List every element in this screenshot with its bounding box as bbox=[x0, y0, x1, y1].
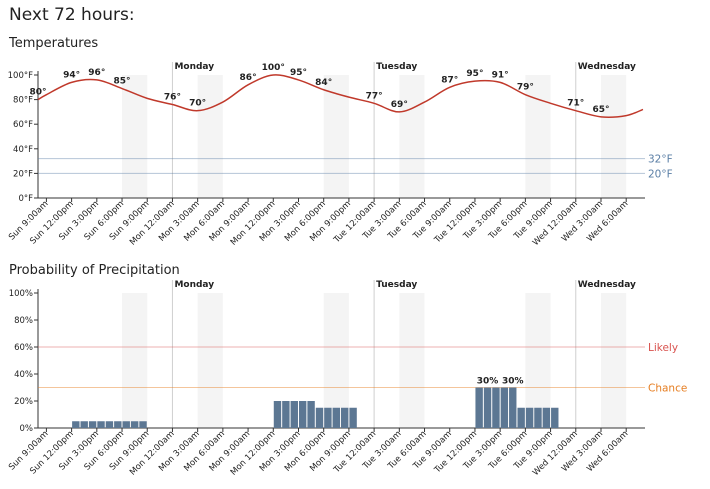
temperature-point-label: 100° bbox=[262, 63, 285, 73]
precipitation-bar bbox=[483, 387, 492, 428]
temperature-point-label: 65° bbox=[592, 105, 609, 115]
precipitation-bar bbox=[324, 407, 332, 428]
temperature-point-label: 85° bbox=[114, 77, 131, 87]
temp-reference-label: 32°F bbox=[648, 154, 673, 166]
precip-y-tick-label: 40% bbox=[14, 370, 33, 380]
temperature-point-label: 87° bbox=[441, 75, 458, 85]
temperature-point-label: 79° bbox=[517, 83, 534, 93]
precipitation-bar bbox=[332, 407, 340, 428]
temperature-point-label: 77° bbox=[366, 91, 383, 101]
precipitation-bar bbox=[97, 421, 105, 428]
precipitation-value-label: 30% bbox=[477, 377, 499, 387]
precip-shade-band bbox=[323, 293, 349, 428]
temperature-point-label: 95° bbox=[466, 69, 483, 79]
precipitation-bar bbox=[475, 387, 483, 428]
precipitation-bar bbox=[105, 421, 114, 428]
precip-y-tick-label: 20% bbox=[14, 397, 33, 407]
precipitation-bar bbox=[315, 407, 324, 428]
temp-y-tick-label: 20°F bbox=[13, 169, 33, 179]
temperature-point-label: 80° bbox=[29, 88, 46, 98]
precip-shade-band bbox=[600, 293, 627, 428]
precip-y-tick-label: 60% bbox=[14, 343, 33, 353]
temp-shade-band bbox=[122, 75, 148, 198]
temperature-point-label: 70° bbox=[189, 99, 206, 109]
temperature-point-label: 86° bbox=[240, 73, 257, 83]
precipitation-bar bbox=[341, 407, 349, 428]
precipitation-bar bbox=[525, 407, 534, 428]
temperature-point-label: 84° bbox=[315, 78, 332, 88]
precipitation-bar bbox=[500, 387, 509, 428]
precipitation-bar bbox=[534, 407, 542, 428]
temperature-chart-title: Temperatures bbox=[9, 36, 99, 51]
precipitation-bar bbox=[282, 401, 290, 428]
temp-day-label: Monday bbox=[174, 62, 214, 72]
page-title: Next 72 hours: bbox=[9, 5, 135, 25]
temp-shade-band bbox=[600, 75, 627, 198]
precipitation-bar bbox=[492, 387, 500, 428]
precipitation-bar bbox=[298, 401, 307, 428]
temp-reference-label: 20°F bbox=[648, 168, 673, 180]
precipitation-chart: Monday Tuesday Wednesday 0% 20% 40% 60% 80% 100%… bbox=[7, 280, 687, 478]
precip-y-tick-label: 80% bbox=[14, 316, 33, 326]
precip-reference-label: Chance bbox=[648, 383, 687, 395]
precip-y-tick-label: 100% bbox=[9, 289, 33, 299]
precipitation-bar bbox=[80, 421, 88, 428]
temperature-point-label: 71° bbox=[567, 99, 584, 109]
precip-day-label: Wednesday bbox=[578, 280, 636, 290]
temperature-chart: Monday Tuesday Wednesday 0°F 20°F 40°F 60°F 80°… bbox=[7, 62, 673, 248]
precipitation-chart-title: Probability of Precipitation bbox=[9, 263, 180, 278]
precipitation-bar bbox=[551, 407, 559, 428]
precip-day-label: Monday bbox=[174, 280, 214, 290]
precipitation-value-label: 30% bbox=[502, 377, 524, 387]
precipitation-bar bbox=[517, 407, 525, 428]
temp-shade-band bbox=[197, 75, 223, 198]
precipitation-bar bbox=[307, 401, 315, 428]
precip-shade-band bbox=[525, 293, 551, 428]
precip-shade-band bbox=[399, 293, 425, 428]
temperature-point-label: 94° bbox=[63, 70, 80, 80]
temperature-point-label: 91° bbox=[492, 70, 509, 80]
precipitation-bar bbox=[122, 421, 130, 428]
temperature-line bbox=[37, 74, 644, 118]
precipitation-bar bbox=[139, 421, 147, 428]
precipitation-bar bbox=[273, 401, 282, 428]
temp-y-tick-label: 40°F bbox=[13, 145, 33, 155]
temp-y-tick-label: 100°F bbox=[8, 71, 33, 81]
precip-shade-band bbox=[197, 293, 223, 428]
temperature-point-label: 76° bbox=[164, 93, 181, 103]
temperature-point-label: 95° bbox=[290, 68, 307, 78]
precipitation-bar bbox=[114, 421, 122, 428]
precipitation-bar bbox=[542, 407, 551, 428]
precip-shade-band bbox=[122, 293, 148, 428]
precipitation-bar bbox=[509, 387, 517, 428]
precipitation-bar bbox=[72, 421, 80, 428]
temperature-point-label: 96° bbox=[88, 68, 105, 78]
precip-reference-label: Likely bbox=[648, 342, 678, 354]
temp-day-label: Wednesday bbox=[578, 62, 636, 72]
precip-day-label: Tuesday bbox=[376, 280, 417, 290]
temp-y-tick-label: 60°F bbox=[13, 120, 33, 130]
precipitation-bar bbox=[349, 407, 357, 428]
temp-shade-band bbox=[525, 75, 551, 198]
precipitation-bar bbox=[290, 401, 298, 428]
precip-y-tick-label: 0% bbox=[20, 424, 34, 434]
temp-y-tick-label: 80°F bbox=[13, 96, 33, 106]
precipitation-bar bbox=[130, 421, 139, 428]
temp-shade-band bbox=[399, 75, 425, 198]
precipitation-bar bbox=[88, 421, 97, 428]
temp-day-label: Tuesday bbox=[376, 62, 417, 72]
temperature-point-label: 69° bbox=[391, 100, 408, 110]
temp-y-tick-label: 0°F bbox=[18, 194, 33, 204]
